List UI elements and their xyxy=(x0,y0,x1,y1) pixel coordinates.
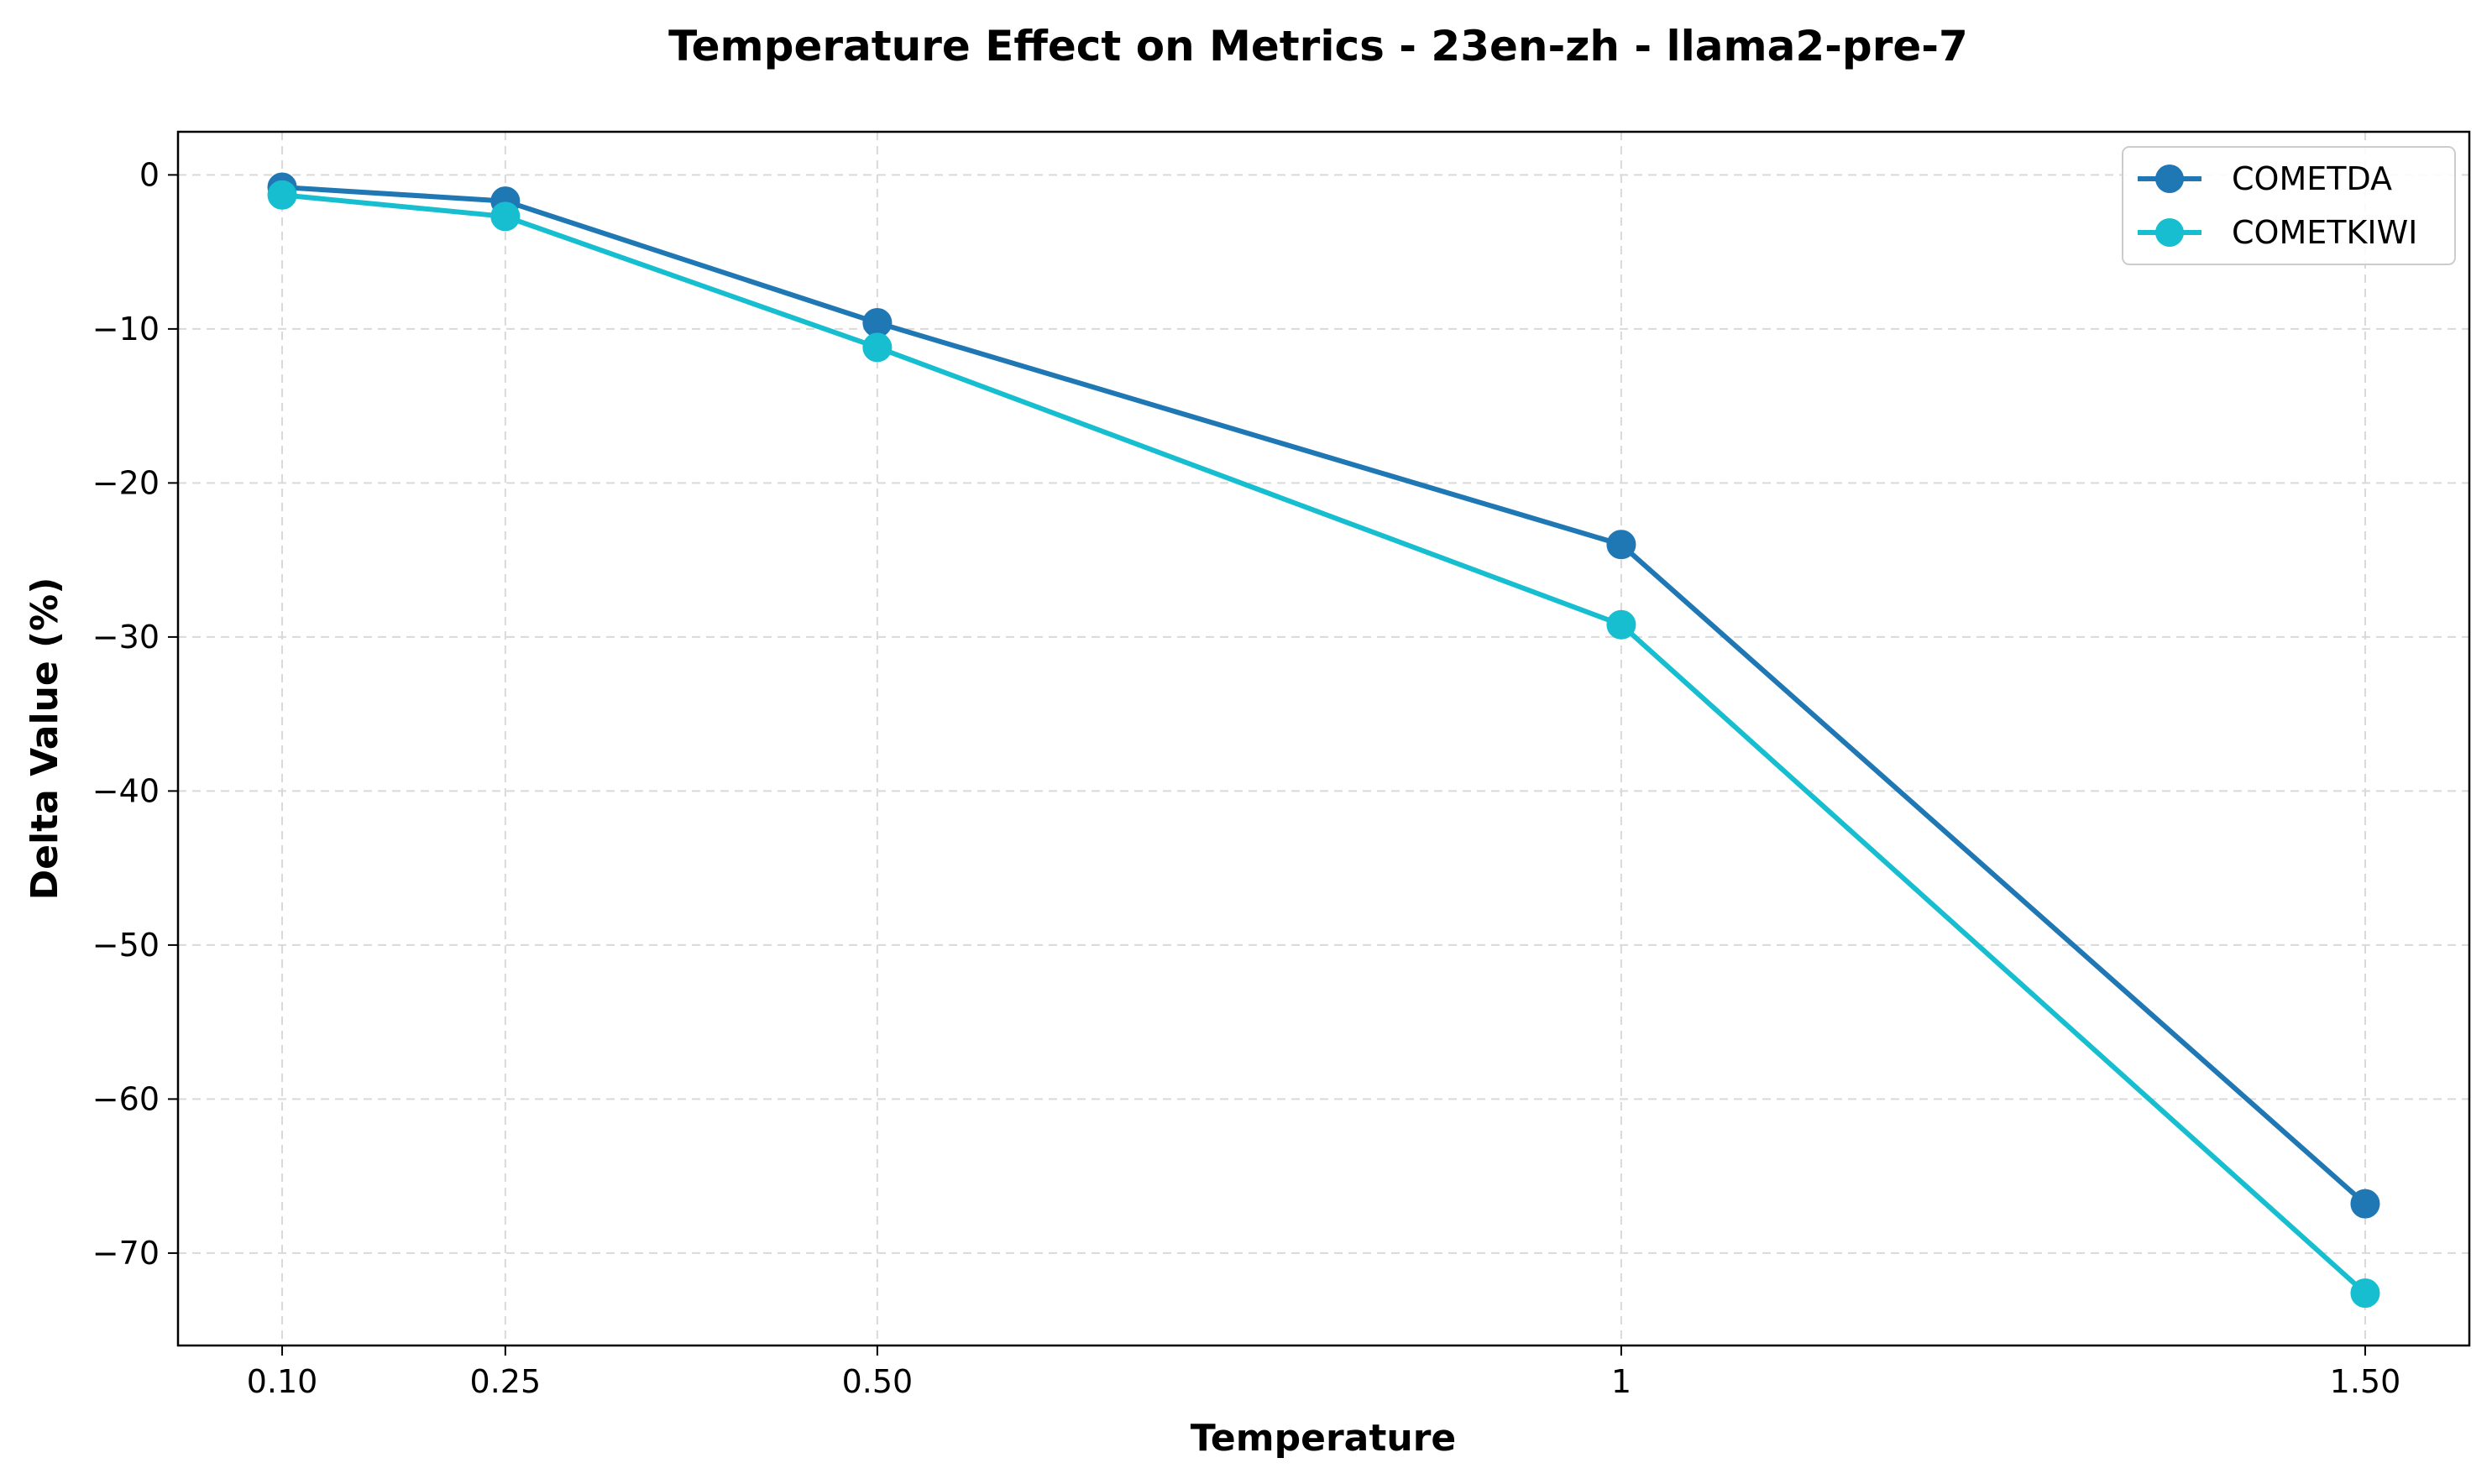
data-point xyxy=(1606,530,1636,560)
legend-marker xyxy=(2155,165,2184,193)
plot-area-frame xyxy=(176,130,2471,1347)
legend: COMETDA COMETKIWI xyxy=(2122,146,2456,265)
y-tick-label: −30 xyxy=(92,619,160,656)
data-point xyxy=(2350,1189,2380,1219)
legend-item: COMETKIWI xyxy=(2138,214,2417,251)
series-layer xyxy=(267,172,2380,1309)
y-tick-label: 0 xyxy=(139,156,160,193)
x-tick-label: 0.10 xyxy=(247,1363,318,1400)
x-tick-label: 1 xyxy=(1611,1363,1631,1400)
data-point xyxy=(490,201,521,232)
y-tick-label: −20 xyxy=(92,464,160,501)
y-axis-ticks: 0 −10 −20 −30 −40 −50 −60 −70 xyxy=(92,156,178,1272)
x-tick-label: 0.50 xyxy=(842,1363,914,1400)
legend-box xyxy=(2122,146,2456,265)
data-point xyxy=(267,180,297,210)
x-tick-label: 1.50 xyxy=(2330,1363,2401,1400)
legend-label: COMETKIWI xyxy=(2232,214,2417,251)
chart-title: Temperature Effect on Metrics - 23en-zh … xyxy=(668,22,1968,71)
data-point xyxy=(1606,609,1636,640)
y-tick-label: −70 xyxy=(92,1235,160,1272)
x-axis-ticks: 0.10 0.25 0.50 1 1.50 xyxy=(247,1346,2401,1400)
x-tick-label: 0.25 xyxy=(470,1363,542,1400)
grid xyxy=(178,132,2469,1346)
legend-label: COMETDA xyxy=(2232,160,2392,197)
series-cometkiwi xyxy=(267,180,2380,1309)
legend-item: COMETDA xyxy=(2138,160,2392,197)
y-tick-label: −60 xyxy=(92,1080,160,1117)
data-point xyxy=(2350,1278,2380,1309)
y-tick-label: −10 xyxy=(92,311,160,347)
legend-marker xyxy=(2155,218,2184,247)
y-tick-label: −40 xyxy=(92,772,160,809)
x-axis-label: Temperature xyxy=(1191,1417,1457,1460)
data-point xyxy=(862,332,893,363)
y-tick-label: −50 xyxy=(92,927,160,964)
y-axis-label: Delta Value (%) xyxy=(24,577,66,901)
